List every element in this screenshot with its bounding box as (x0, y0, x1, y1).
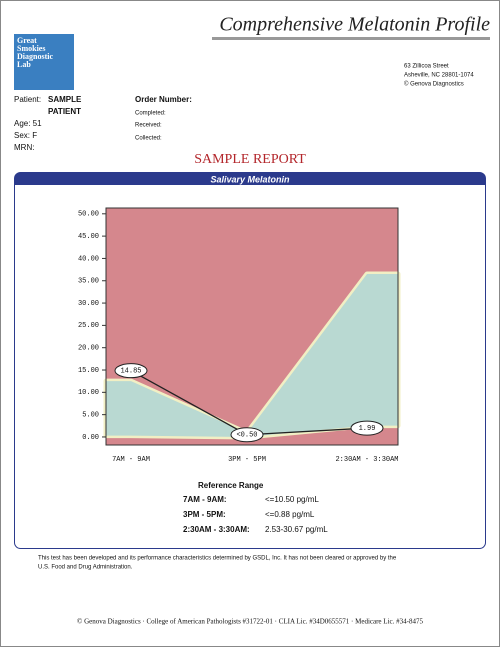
order-field: Completed: (135, 111, 166, 117)
y-tick-label: 40.00 (78, 255, 99, 263)
patient-age: Age: 51 (14, 119, 42, 128)
logo-box (14, 34, 74, 90)
address-line: Asheville, NC 28801-1074 (404, 73, 474, 79)
patient-mrn: MRN: (14, 143, 34, 152)
data-label: 14.85 (120, 368, 141, 376)
title-rule (212, 37, 490, 40)
patient-name: PATIENT (48, 107, 81, 116)
address-line: © Genova Diagnostics (404, 81, 464, 88)
plot-frame (105, 207, 399, 446)
data-point (230, 427, 264, 443)
x-tick-label: 3PM - 5PM (228, 456, 266, 464)
chart: 0.00 5.00 10.00 15.00 20.00 25.00 30.00 35.00 40… (78, 207, 401, 464)
y-tick-label: 35.00 (78, 278, 99, 286)
note-line: This test has been developed and its per… (38, 556, 397, 562)
report-title: Comprehensive Melatonin Profile (219, 14, 490, 36)
footer: © Genova Diagnostics · College of Americ… (77, 618, 423, 626)
y-tick-label: 50.00 (78, 211, 99, 219)
section-header (14, 172, 486, 185)
order-title: Order Number: (135, 95, 192, 104)
note-line: U.S. Food and Drug Administration. (38, 565, 133, 571)
order-field: Received: (135, 123, 162, 129)
y-tick-label: 45.00 (78, 233, 99, 241)
patient-label: Patient: (14, 95, 41, 104)
reference-period: 3PM - 5PM: (183, 510, 226, 519)
y-tick-label: 20.00 (78, 345, 99, 353)
y-tick-label: 25.00 (78, 322, 99, 330)
reference-period: 7AM - 9AM: (183, 495, 227, 504)
order-field: Collected: (135, 136, 162, 142)
reference-title: Reference Range (198, 481, 264, 490)
data-point (114, 363, 148, 379)
logo-line: Great (17, 36, 37, 45)
patient-sex: Sex: F (14, 131, 37, 140)
y-tick-label: 0.00 (82, 434, 99, 442)
address-line: 63 Zillicoa Street (404, 64, 449, 70)
reference-value: 2.53-30.67 pg/mL (265, 525, 328, 534)
y-tick-label: 5.00 (82, 411, 99, 419)
data-point (350, 420, 384, 436)
section-title: Salivary Melatonin (210, 174, 290, 184)
x-tick-label: 7AM - 9AM (112, 456, 150, 464)
logo-line: Diagnostic (17, 52, 53, 61)
logo-line: Lab (17, 60, 31, 69)
logo-line: Smokies (17, 44, 45, 53)
reference-period: 2:30AM - 3:30AM: (183, 525, 250, 534)
reference-value: <=10.50 pg/mL (265, 495, 319, 504)
data-label: 1.99 (359, 425, 376, 433)
y-tick-label: 15.00 (78, 367, 99, 375)
data-label: <0.50 (236, 432, 257, 440)
report-label: SAMPLE REPORT (194, 152, 306, 167)
reference-value: <=0.88 pg/mL (265, 510, 315, 519)
patient-name: SAMPLE (48, 95, 82, 104)
y-tick-label: 10.00 (78, 389, 99, 397)
reference-band (106, 274, 398, 437)
y-tick-label: 30.00 (78, 300, 99, 308)
x-tick-label: 2:30AM - 3:30AM (335, 456, 398, 464)
